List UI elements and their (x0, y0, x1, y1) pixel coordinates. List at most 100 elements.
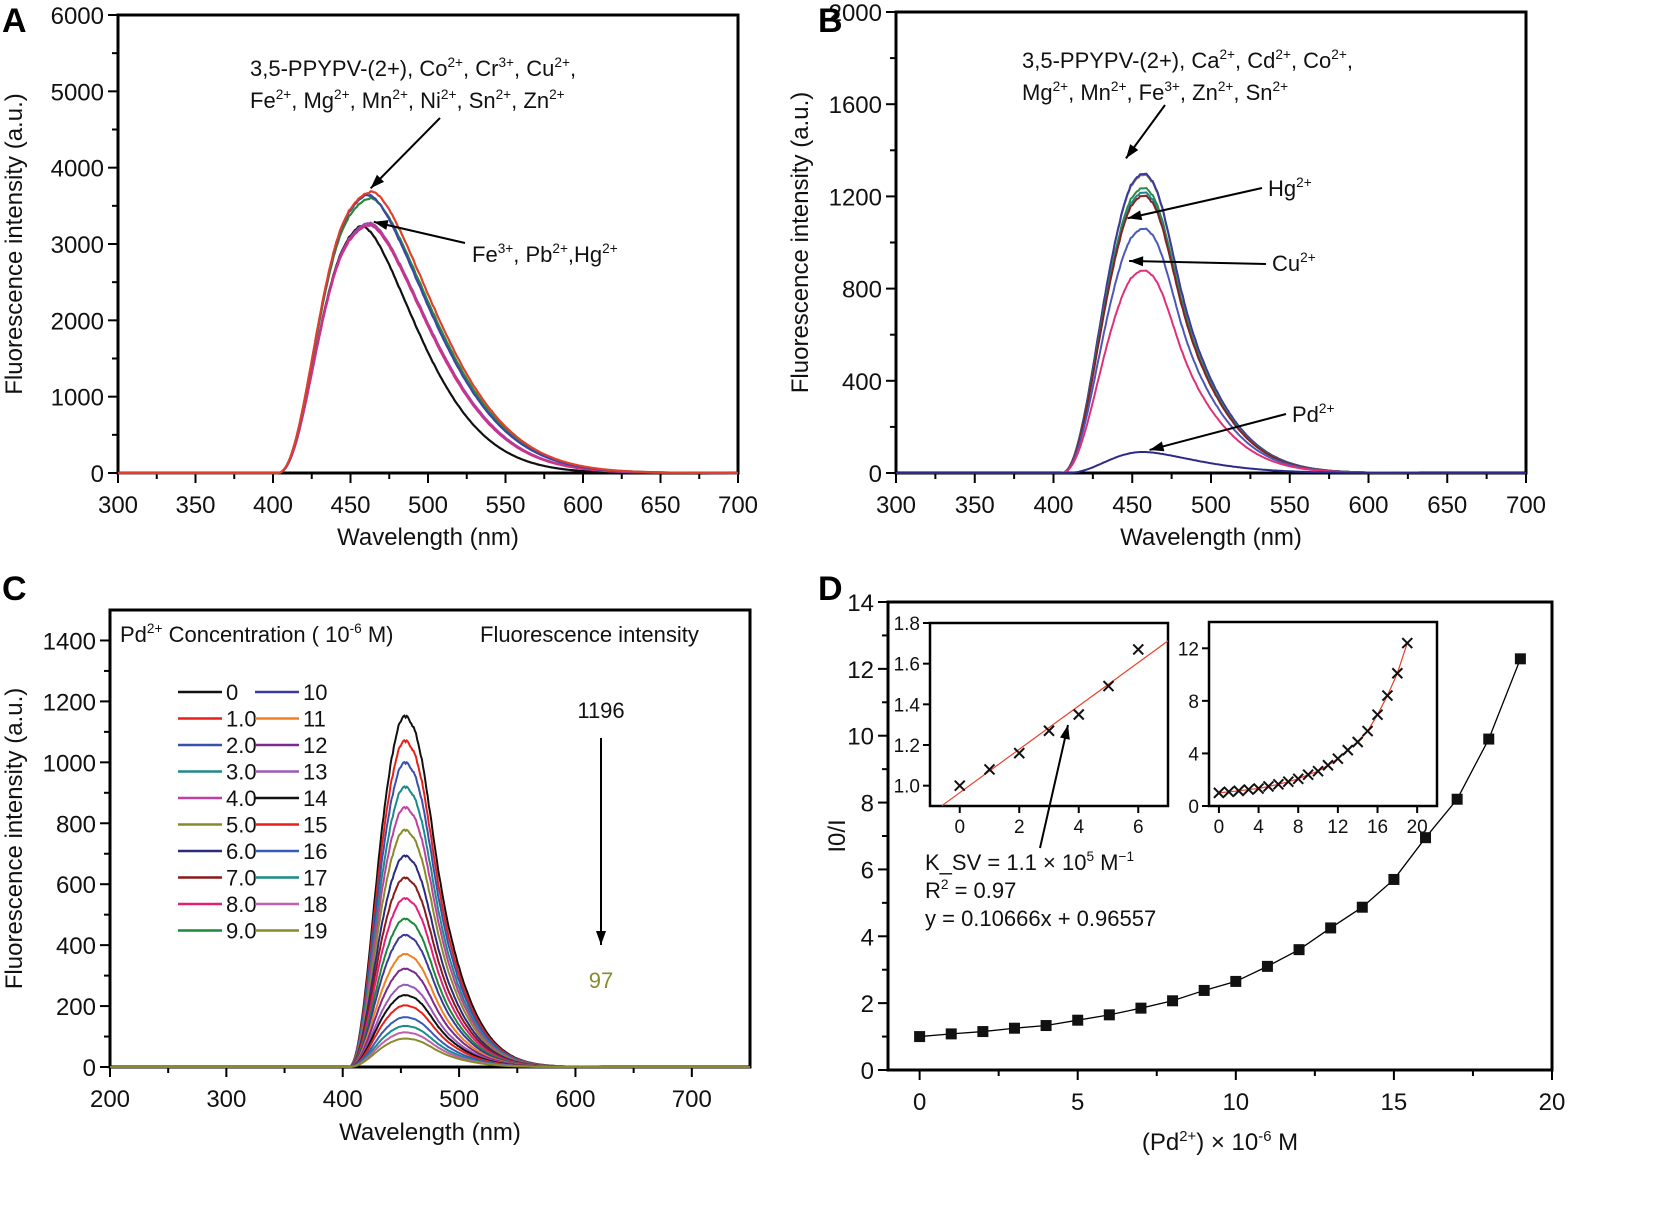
data-point (954, 779, 966, 792)
x-tick-label: 0 (913, 1089, 926, 1116)
x-tick-label: 10 (1222, 1089, 1249, 1116)
legend-title: Pd2+​ Concentration ( 10-6​ M) (120, 621, 393, 647)
x-tick-label: 20 (1539, 1089, 1566, 1116)
legend-label: 17 (303, 866, 327, 891)
series-line-orange-red (118, 189, 738, 475)
x-tick-label: 400 (253, 492, 293, 519)
y-tick-label: 0 (861, 1058, 874, 1085)
x-axis-label: Wavelength (nm) (337, 524, 519, 551)
y-tick-label: 2 (861, 991, 874, 1018)
series-line-purple (118, 221, 738, 475)
data-point (945, 1028, 957, 1040)
legend-label: 11 (303, 707, 326, 732)
annotation-text: Hg2+​ (1268, 175, 1312, 201)
annotation-text: Fe3+​, Pb2+​,Hg2+​ (472, 241, 618, 267)
annotation-arrow (373, 220, 466, 244)
y-tick-label: 1600 (829, 92, 882, 119)
y-axis-label: Fluorescence intensity (a.u.) (1, 688, 28, 989)
y-tick-label: 1000 (51, 385, 104, 412)
x-tick-label: 6 (1133, 817, 1144, 838)
y-tick-label: 6 (861, 857, 874, 884)
panel-label-a: A (2, 2, 27, 40)
annotation-arrow (1039, 724, 1069, 849)
legend-label: 9.0 (226, 919, 257, 944)
x-tick-label: 2 (1014, 817, 1025, 838)
series-line (919, 658, 1521, 1038)
y-tick-label: 1.2 (894, 736, 920, 757)
data-point (983, 763, 996, 776)
panel-c: 200 300 400 500 600 700 0 200 400 600 800 1000 1200 1… (1, 570, 752, 1146)
r2-text: R2​ = 0.97 (925, 877, 1016, 903)
data-point (1292, 773, 1304, 785)
data-point (1008, 1022, 1020, 1034)
data-point (1401, 637, 1413, 649)
annotation-arrow-head (1125, 144, 1139, 159)
legend-label: 18 (303, 892, 327, 917)
legend-label: 12 (303, 733, 327, 758)
data-point (1356, 901, 1368, 913)
data-point (1325, 922, 1337, 934)
x-tick-label: 350 (175, 492, 215, 519)
x-tick-label: 8 (1293, 817, 1304, 838)
annotation-arrow (1149, 413, 1287, 451)
data-point (1213, 787, 1225, 799)
x-tick-label: 12 (1327, 817, 1348, 838)
x-tick-label: 650 (640, 492, 680, 519)
y-tick-label: 800 (56, 811, 96, 838)
series-line-top-group-brown (896, 194, 1526, 474)
inset-frame (928, 621, 1170, 808)
y-tick-label: 600 (56, 872, 96, 899)
y-tick-label: 4000 (51, 156, 104, 183)
data-point (1381, 689, 1394, 702)
y-tick-label: 12 (1178, 639, 1199, 660)
y-tick-label: 800 (842, 277, 882, 304)
legend-label: 4.0 (226, 786, 257, 811)
x-tick-label: 700 (718, 492, 758, 519)
legend-label: 1.0 (226, 707, 257, 732)
x-tick-label: 500 (408, 492, 448, 519)
y-tick-label: 5000 (51, 79, 104, 106)
data-point (1252, 782, 1265, 795)
data-point (1351, 736, 1364, 748)
annotation-arrow-head (1127, 210, 1143, 221)
series-line-magenta (118, 223, 738, 475)
data-point (1262, 780, 1275, 793)
x-tick-label: 500 (439, 1086, 479, 1113)
series-line-9.0 (110, 917, 750, 1068)
series-line-blue (118, 193, 738, 475)
intensity-header: Fluorescence intensity (480, 622, 699, 647)
x-axis-label: Wavelength (nm) (1120, 524, 1302, 551)
y-axis-label: Fluorescence intensity (a.u.) (787, 92, 814, 393)
inset-frame (1207, 620, 1439, 808)
data-point (1371, 708, 1384, 721)
data-point (1420, 832, 1432, 844)
series-line-19 (110, 1037, 750, 1068)
data-point (1388, 873, 1400, 885)
x-tick-label: 550 (1270, 492, 1310, 519)
annotation-text: Cu2+​ (1272, 250, 1316, 276)
series-line-top-group-green (896, 186, 1526, 474)
y-tick-label: 2000 (829, 0, 882, 27)
panel-label-b: B (818, 2, 843, 40)
data-point (1312, 765, 1324, 777)
equation-text: y = 0.10666x + 0.96557 (925, 906, 1156, 931)
data-point (1230, 975, 1242, 987)
legend-label: 19 (303, 919, 327, 944)
legend-label: 15 (303, 813, 327, 838)
data-point (1043, 725, 1055, 737)
x-tick-label: 650 (1427, 492, 1467, 519)
annotation-arrow-head (1129, 256, 1144, 267)
y-tick-label: 14 (847, 590, 874, 617)
annotation-text: 3,5-PPYPV-(2+), Co2+​, Cr3+​, Cu2+​, (250, 55, 576, 81)
series-line-top-group-teal (896, 191, 1526, 474)
y-tick-label: 8 (861, 791, 874, 818)
x-tick-label: 600 (563, 492, 603, 519)
series-line-green (118, 196, 738, 475)
legend-label: 6.0 (226, 839, 257, 864)
y-tick-label: 12 (847, 657, 874, 684)
plot-frame (116, 13, 740, 475)
x-tick-label: 550 (485, 492, 525, 519)
y-tick-label: 2000 (51, 308, 104, 335)
data-point (1167, 995, 1179, 1007)
y-tick-label: 0 (83, 1055, 96, 1082)
